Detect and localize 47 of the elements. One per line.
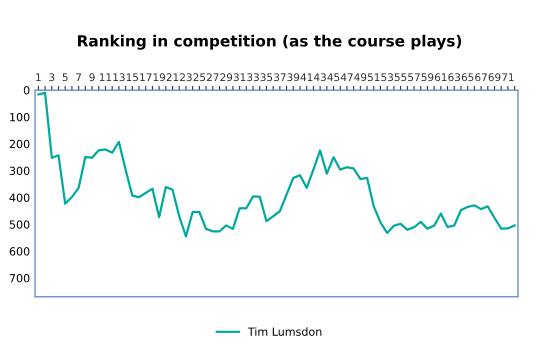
line-series (37, 92, 516, 238)
x-tick-label: 31 (234, 73, 246, 82)
x-tick-label: 57 (408, 73, 420, 82)
x-tick-label: 45 (327, 73, 340, 82)
x-tick-label: 25 (194, 73, 206, 82)
x-tick-label: 39 (287, 73, 300, 82)
x-tick-label: 37 (274, 73, 286, 82)
x-tick-label: 7 (76, 73, 82, 82)
x-tick-label: 9 (89, 73, 95, 82)
x-tick-label: 43 (314, 73, 326, 82)
x-tick-label: 61 (434, 73, 447, 82)
x-tick-label: 3 (49, 73, 54, 82)
x-tick-label: 27 (206, 73, 219, 82)
x-tick-label: 15 (126, 73, 138, 82)
x-tick-label: 5 (62, 73, 68, 82)
x-tick-label: 51 (368, 73, 380, 82)
x-tick-label: 69 (488, 73, 500, 82)
x-tick-label: 41 (300, 73, 312, 82)
y-tick-label: 500 (10, 220, 30, 229)
y-tick-label: 0 (24, 86, 30, 95)
chart-title: Ranking in competition (as the course plays) (78, 34, 462, 50)
y-tick-label: 200 (10, 140, 30, 148)
x-tick-label: 35 (260, 73, 272, 82)
y-tick-label: 700 (10, 274, 30, 282)
y-tick-label: 100 (10, 112, 30, 122)
legend-label: Tim Lumsdon (248, 327, 322, 336)
x-tick-label: 63 (448, 73, 460, 82)
x-tick-label: 33 (247, 73, 259, 82)
y-tick-label: 300 (10, 166, 30, 176)
x-tick-label: 1 (36, 73, 41, 82)
x-tick-label: 23 (180, 73, 192, 82)
x-tick-label: 47 (340, 73, 353, 82)
x-tick-label: 11 (100, 73, 112, 82)
x-tick-label: 65 (462, 73, 474, 82)
x-tick-label: 67 (475, 73, 487, 82)
x-tick-label: 21 (166, 73, 178, 82)
y-tick-label: 600 (10, 247, 30, 256)
x-tick-label: 17 (140, 73, 152, 82)
x-tick-label: 55 (394, 73, 406, 82)
x-tick-label: 19 (154, 73, 166, 82)
x-tick-label: 49 (354, 73, 366, 82)
x-tick-label: 71 (502, 73, 514, 82)
x-tick-label: 13 (113, 73, 125, 82)
x-tick-label: 29 (220, 73, 232, 82)
x-tick-label: 59 (422, 73, 434, 82)
y-tick-label: 400 (10, 193, 30, 202)
x-tick-label: 53 (381, 73, 393, 82)
